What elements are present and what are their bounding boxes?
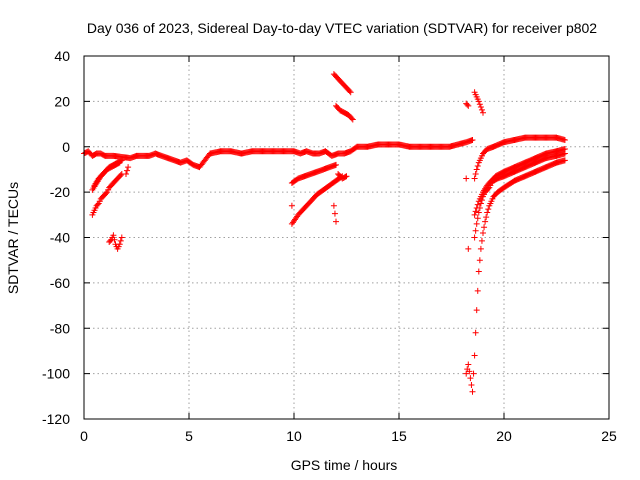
data-point [473,205,480,212]
data-point [116,241,123,248]
data-point [463,370,470,377]
data-point [107,237,114,244]
data-point [471,211,478,218]
data-point [477,245,484,252]
data-point [472,329,479,336]
data-point [475,98,482,105]
data-point [463,175,470,182]
x-tick-label: 0 [80,428,88,444]
data-point [288,202,295,209]
y-tick-label: -60 [50,275,70,291]
data-point [561,136,568,143]
data-point [349,116,356,123]
data-point [468,381,475,388]
x-tick-label: 5 [185,428,193,444]
data-point [469,388,476,395]
data-point [123,170,129,177]
data-point [465,361,472,368]
data-point [110,232,117,239]
y-tick-label: -80 [50,320,70,336]
data-point [472,227,479,234]
data-point [483,214,490,221]
data-point [94,201,101,208]
data-point [561,157,568,164]
x-tick-label: 15 [391,428,407,444]
data-point [116,159,123,166]
data-point [111,236,118,243]
data-point [474,215,481,222]
data-point [480,109,486,116]
data-point [475,209,482,216]
y-tick-label: -20 [50,184,70,200]
y-tick-label: -120 [42,411,70,427]
chart-title: Day 036 of 2023, Sidereal Day-to-day VTE… [87,20,597,36]
y-tick-label: 20 [54,93,70,109]
data-point [476,257,483,264]
data-point [473,220,480,227]
data-point [118,234,125,241]
data-point [342,173,349,180]
data-point [117,172,124,179]
axis-ticks: 0 5 10 15 20 25 -120 -100 -80 -60 -40 -20 0 20 40 [42,48,617,444]
y-tick-label: 40 [54,48,70,64]
data-point [485,206,492,213]
data-point [467,375,474,382]
data-point [480,229,486,236]
data-point [476,101,483,108]
data-point [471,234,478,241]
data-point [346,88,353,95]
data-point [477,104,484,111]
data-point [471,352,478,359]
data-point [475,268,482,275]
data-point [472,170,479,177]
data-point [474,201,481,208]
x-tick-label: 20 [496,428,512,444]
data-point [484,209,491,216]
data-point [464,101,471,108]
data-point [473,166,480,173]
y-tick-label: -40 [50,230,70,246]
y-axis-label: SDTVAR / TECUs [5,182,21,294]
data-point [481,224,488,231]
x-axis-label: GPS time / hours [291,457,398,473]
data-point [478,237,485,244]
data-point [473,307,480,314]
data-point [125,164,132,171]
data-point [472,208,479,215]
x-tick-label: 25 [601,428,617,444]
x-tick-label: 10 [286,428,302,444]
data-point [465,102,472,109]
data-point [474,287,481,294]
data-point [471,175,478,182]
data-point [115,160,122,167]
data-point [469,136,476,143]
data-point [466,368,473,375]
data-point [333,161,339,168]
data-point [474,163,481,170]
data-point [343,173,350,180]
data-point [348,115,355,122]
data-point [117,237,124,244]
data-point [103,190,110,197]
data-point [333,218,339,225]
data-point [347,89,354,96]
data-point [482,218,489,225]
data-point [330,202,337,209]
data-point [470,370,477,377]
data-point [561,146,568,153]
y-tick-label: 0 [62,139,70,155]
data-point [124,167,131,174]
grid-lines [84,56,609,419]
y-tick-label: -100 [42,366,70,382]
data-point [331,210,338,217]
data-point [478,106,485,113]
data-point [465,245,472,252]
data-points [81,71,568,395]
